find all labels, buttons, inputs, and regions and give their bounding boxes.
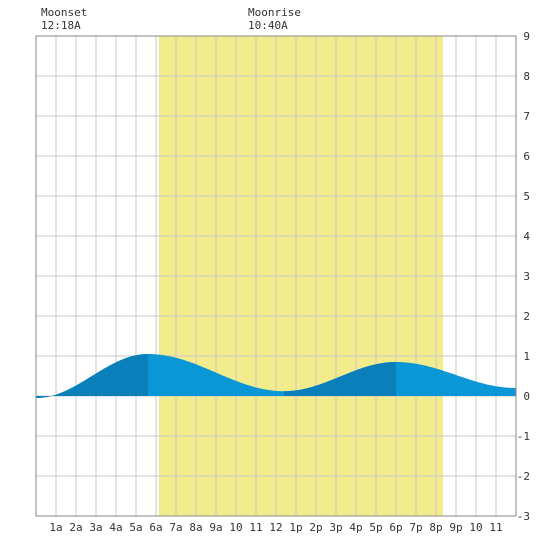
x-tick-label: 9a: [209, 521, 222, 534]
plot-frame: [35, 35, 517, 517]
plot-border: [35, 35, 517, 517]
grid-lines: [36, 35, 516, 517]
y-tick-label: 3: [523, 270, 530, 283]
x-tick-label: 4a: [109, 521, 122, 534]
y-tick-label: -1: [517, 430, 530, 443]
x-tick-label: 11: [249, 521, 262, 534]
x-tick-label: 12: [269, 521, 282, 534]
x-tick-label: 7a: [169, 521, 182, 534]
x-tick-label: 8a: [189, 521, 202, 534]
x-tick-label: 10: [469, 521, 482, 534]
x-tick-label: 7p: [409, 521, 422, 534]
x-tick-label: 3p: [329, 521, 342, 534]
x-tick-label: 8p: [429, 521, 442, 534]
x-tick-label: 6a: [149, 521, 162, 534]
y-tick-label: 5: [523, 190, 530, 203]
x-tick-label: 1a: [49, 521, 62, 534]
y-tick-label: 7: [523, 110, 530, 123]
tide-area-dark: [36, 354, 148, 398]
y-axis-ticks: -3 -2 -1 0 1 2 3 4 5 6 7 8 9: [517, 30, 531, 523]
x-tick-label: 9p: [449, 521, 462, 534]
x-tick-label: 5a: [129, 521, 142, 534]
x-axis-ticks: 1a 2a 3a 4a 5a 6a 7a 8a 9a 10 11 12 1p 2p 3p 4p 5p 6p 7p 8p…: [49, 521, 502, 534]
y-tick-label: 1: [523, 350, 530, 363]
x-tick-label: 4p: [349, 521, 362, 534]
tide-area: [36, 354, 516, 398]
y-tick-label: 4: [523, 230, 530, 243]
x-tick-label: 1p: [289, 521, 302, 534]
moonrise-time: 10:40A: [248, 19, 288, 32]
moonrise-label: Moonrise: [248, 6, 301, 19]
y-tick-label: 2: [523, 310, 530, 323]
tide-area-dark: [284, 362, 396, 396]
x-tick-label: 5p: [369, 521, 382, 534]
x-tick-label: 11: [489, 521, 502, 534]
moonset-time: 12:18A: [41, 19, 81, 32]
moonset-label: Moonset: [41, 6, 87, 19]
x-tick-label: 3a: [89, 521, 102, 534]
y-tick-label: -3: [517, 510, 530, 523]
x-tick-label: 10: [229, 521, 242, 534]
y-tick-label: -2: [517, 470, 530, 483]
x-tick-label: 2p: [309, 521, 322, 534]
y-tick-label: 0: [523, 390, 530, 403]
y-tick-label: 8: [523, 70, 530, 83]
y-tick-label: 6: [523, 150, 530, 163]
x-tick-label: 2a: [69, 521, 82, 534]
y-tick-label: 9: [523, 30, 530, 43]
x-tick-label: 6p: [389, 521, 402, 534]
